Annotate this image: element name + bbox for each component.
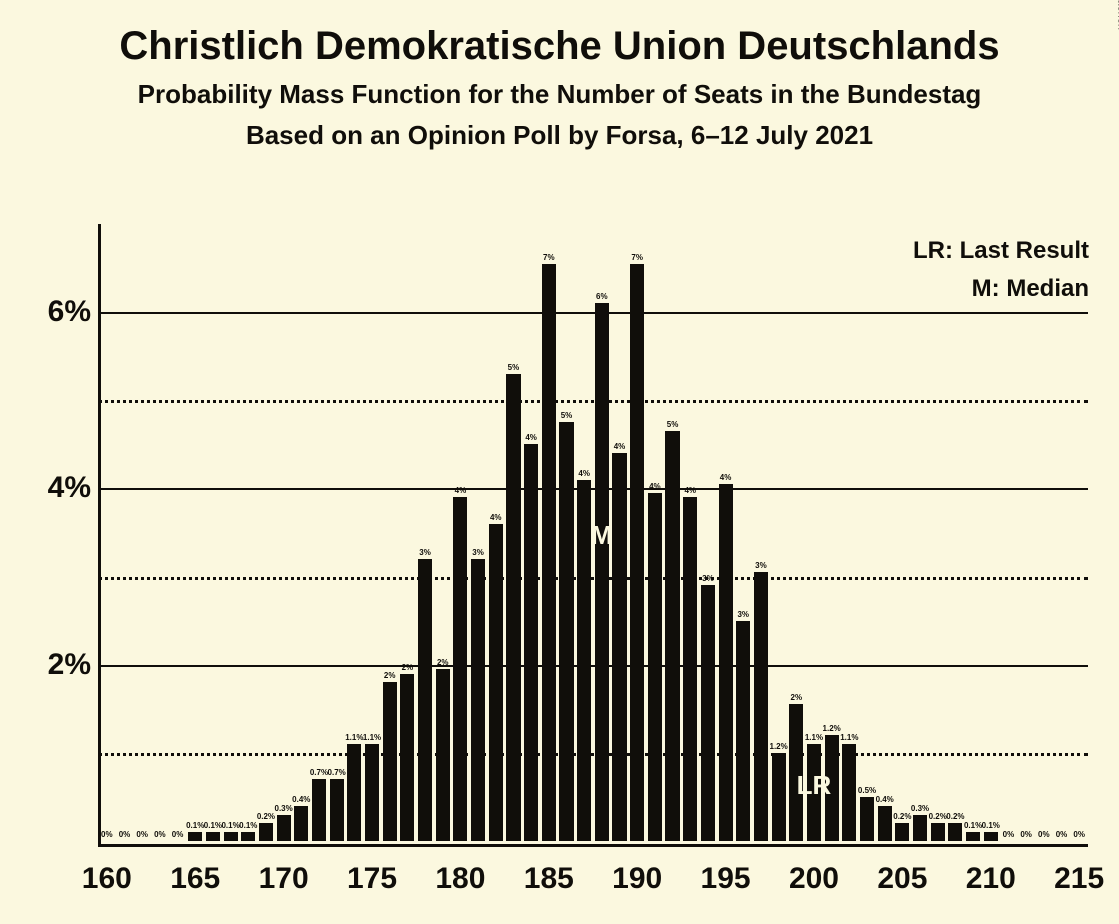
bar	[577, 480, 591, 841]
chart-bars: 0%0%0%0%0%0.1%0.1%0.1%0.1%0.2%0.3%0.4%0.…	[98, 224, 1088, 841]
bar-value-label: 6%	[587, 292, 617, 301]
bar	[489, 524, 503, 841]
x-tick-label: 180	[435, 862, 485, 896]
bar	[542, 264, 556, 841]
x-tick-label: 215	[1054, 862, 1104, 896]
bar	[807, 744, 821, 841]
bar	[277, 815, 291, 841]
x-tick-label: 205	[877, 862, 927, 896]
bar-value-label: 5%	[551, 411, 581, 420]
bar-value-label: 7%	[534, 253, 564, 262]
x-tick-label: 195	[701, 862, 751, 896]
bar-value-label: 0.4%	[870, 795, 900, 804]
bar	[895, 823, 909, 841]
y-tick-label: 4%	[11, 471, 91, 505]
bar	[436, 669, 450, 841]
bar-value-label: 4%	[445, 486, 475, 495]
x-tick-label: 200	[789, 862, 839, 896]
x-tick-label: 170	[259, 862, 309, 896]
bar-value-label: 0.2%	[940, 812, 970, 821]
bar	[630, 264, 644, 841]
bar	[701, 585, 715, 841]
bar	[595, 303, 609, 841]
y-tick-label: 2%	[11, 648, 91, 682]
x-tick-label: 160	[82, 862, 132, 896]
bar-value-label: 0.5%	[852, 786, 882, 795]
x-tick-label: 210	[966, 862, 1016, 896]
bar	[400, 674, 414, 841]
bar	[206, 832, 220, 841]
bar	[294, 806, 308, 841]
bar	[524, 444, 538, 841]
chart-subtitle-1: Probability Mass Function for the Number…	[0, 79, 1119, 110]
x-axis-line	[98, 844, 1088, 847]
bar	[878, 806, 892, 841]
bar	[471, 559, 485, 841]
bar	[736, 621, 750, 841]
x-tick-label: 185	[524, 862, 574, 896]
bar	[188, 832, 202, 841]
bar-value-label: 3%	[746, 561, 776, 570]
bar-value-label: 5%	[498, 363, 528, 372]
bar	[383, 682, 397, 841]
bar-value-label: 2%	[781, 693, 811, 702]
bar	[931, 823, 945, 841]
copyright-text: © 2021 Filip van Laenen	[1115, 0, 1119, 30]
bar	[754, 572, 768, 841]
bar	[559, 422, 573, 841]
bar-value-label: 0%	[1064, 830, 1094, 839]
bar	[506, 374, 520, 841]
bar-value-label: 1.2%	[817, 724, 847, 733]
bar-value-label: 0.1%	[976, 821, 1006, 830]
bar	[418, 559, 432, 841]
bar	[772, 753, 786, 841]
bar	[347, 744, 361, 841]
x-tick-label: 165	[170, 862, 220, 896]
bar	[825, 735, 839, 841]
chart-title: Christlich Demokratische Union Deutschla…	[0, 24, 1119, 69]
bar	[241, 832, 255, 841]
x-tick-label: 190	[612, 862, 662, 896]
bar	[789, 704, 803, 841]
bar-value-label: 0.3%	[905, 804, 935, 813]
bar	[224, 832, 238, 841]
bar	[966, 832, 980, 841]
bar-value-label: 3%	[410, 548, 440, 557]
bar	[683, 497, 697, 841]
bar-value-label: 5%	[658, 420, 688, 429]
bar	[719, 484, 733, 841]
bar	[259, 823, 273, 841]
bar	[612, 453, 626, 841]
x-tick-label: 175	[347, 862, 397, 896]
y-tick-label: 6%	[11, 295, 91, 329]
bar-value-label: 7%	[622, 253, 652, 262]
bar	[648, 493, 662, 841]
bar-value-label: 1.1%	[834, 733, 864, 742]
bar-value-label: 4%	[675, 486, 705, 495]
bar	[365, 744, 379, 841]
chart-subtitle-2: Based on an Opinion Poll by Forsa, 6–12 …	[0, 120, 1119, 151]
bar	[330, 779, 344, 841]
bar	[312, 779, 326, 841]
bar-value-label: 4%	[711, 473, 741, 482]
